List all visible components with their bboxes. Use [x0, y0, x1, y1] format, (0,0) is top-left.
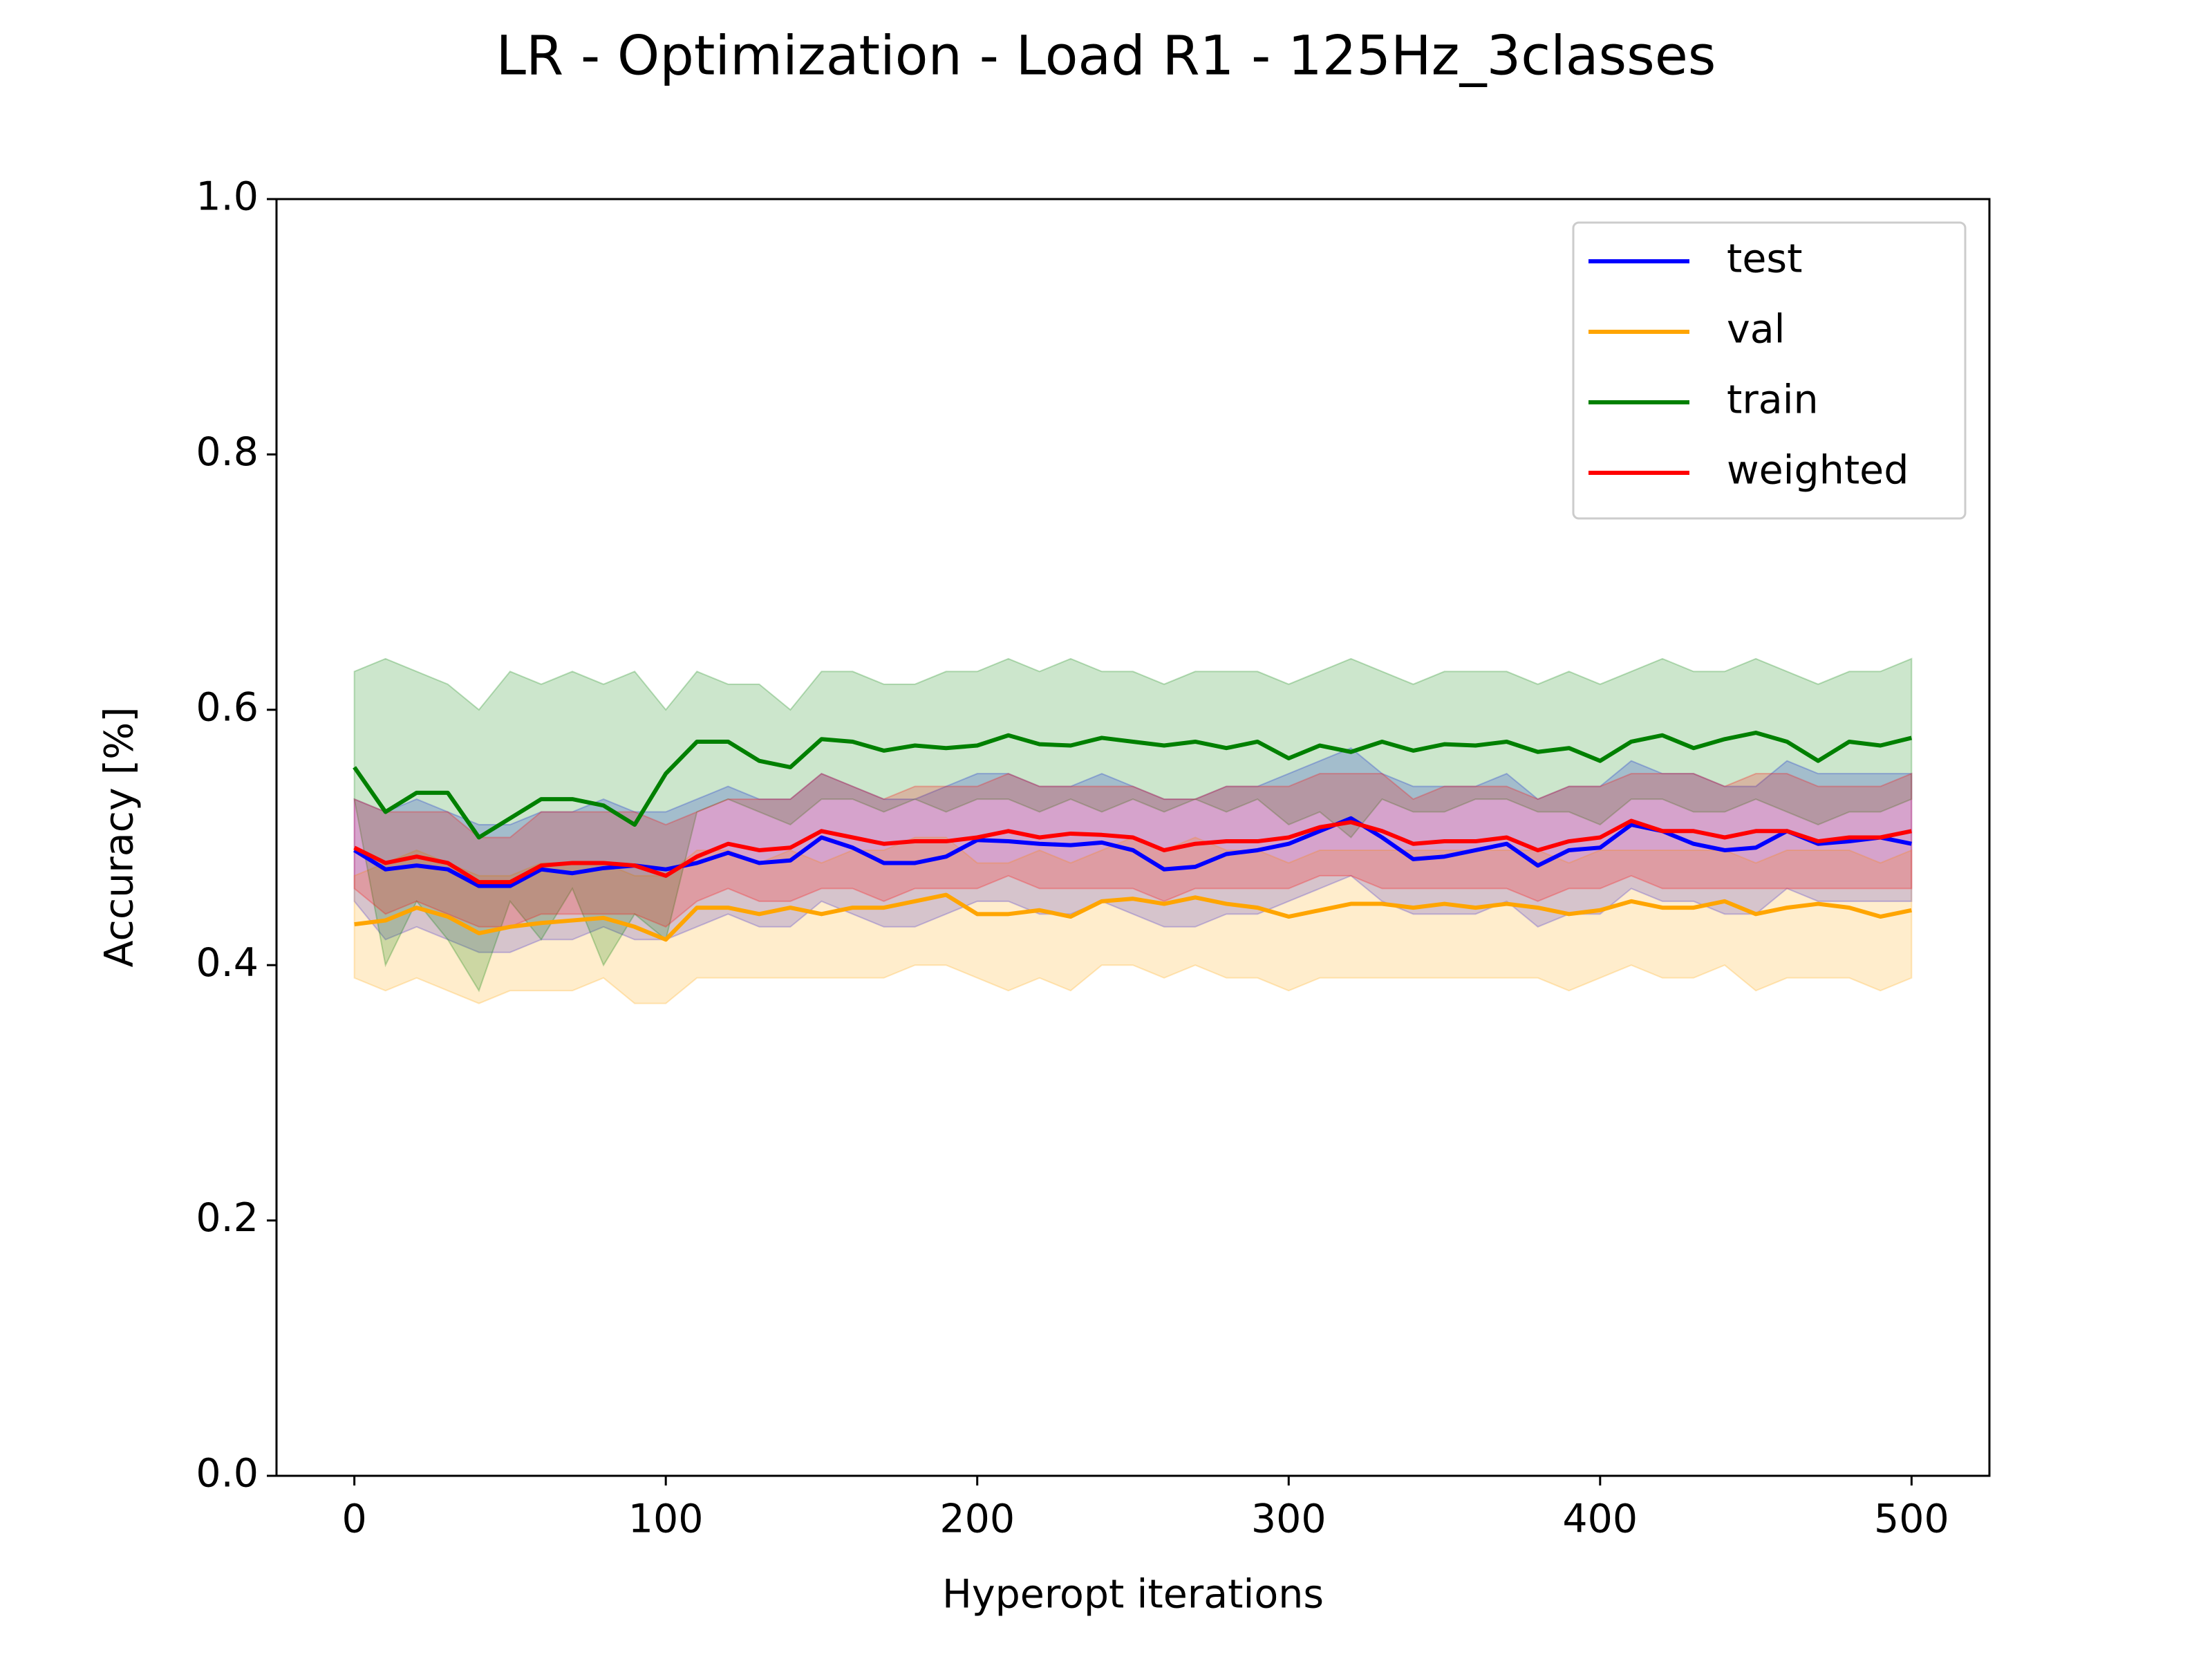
range-band — [353, 836, 1913, 1004]
range-band — [353, 657, 1913, 993]
legend-label: weighted — [1727, 448, 1909, 494]
legend-box — [1572, 221, 1967, 520]
y-axis-label: Accuracy [%] — [97, 707, 142, 968]
chart-title: LR - Optimization - Load R1 - 125Hz_3cla… — [496, 25, 1716, 87]
x-tick-label: 100 — [628, 1497, 704, 1542]
legend-label: val — [1727, 307, 1785, 353]
legend-label: train — [1727, 377, 1819, 423]
x-axis-label: Hyperopt iterations — [942, 1572, 1324, 1618]
series-line — [353, 818, 1912, 885]
series-line — [354, 892, 1912, 942]
y-tick-label: 0.6 — [196, 684, 259, 730]
x-tick-label: 300 — [1251, 1497, 1327, 1542]
legend: test val train weighted — [1572, 221, 1967, 520]
y-tick-label: 1.0 — [196, 174, 259, 220]
axes-frame — [275, 198, 1991, 1477]
y-tick-label: 0.4 — [196, 940, 259, 986]
y-tick-label: 0.8 — [196, 429, 259, 475]
x-tick-label: 500 — [1874, 1497, 1949, 1542]
plot-area — [353, 657, 1913, 1004]
legend-label: test — [1727, 236, 1802, 282]
y-tick-label: 0.2 — [196, 1195, 259, 1241]
y-tick-label: 0.0 — [196, 1451, 259, 1497]
series-line — [353, 731, 1913, 840]
x-tick-label: 0 — [342, 1497, 367, 1542]
x-tick-label: 200 — [939, 1497, 1015, 1542]
x-tick-label: 400 — [1562, 1497, 1638, 1542]
